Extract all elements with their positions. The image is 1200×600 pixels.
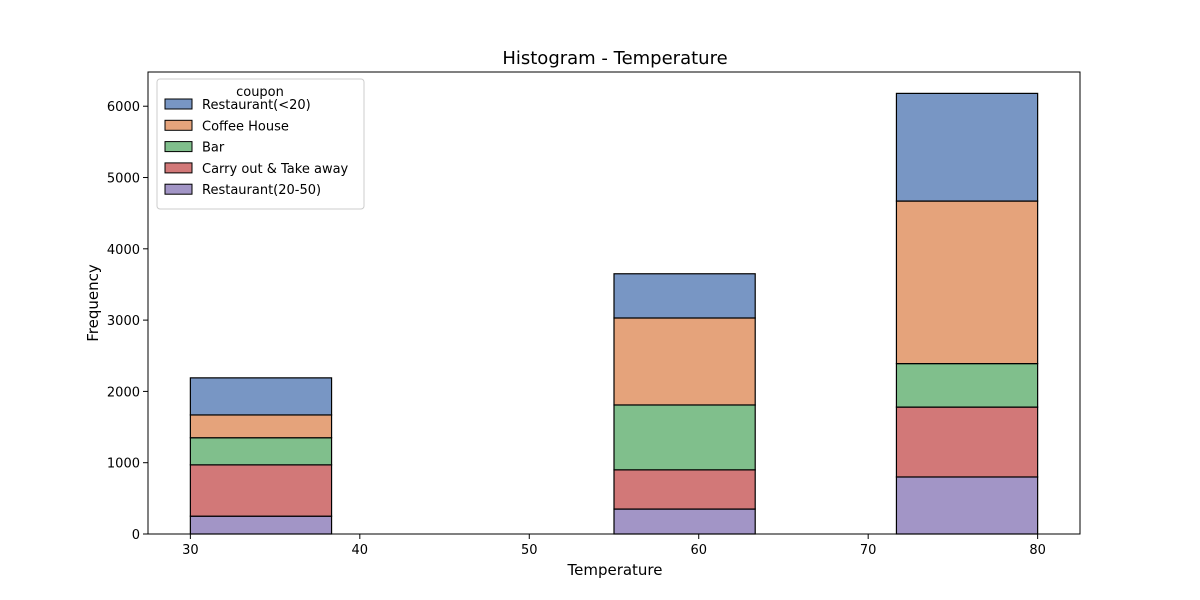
y-tick-label: 6000 [107,100,140,115]
legend: coupon Restaurant(<20) Coffee House Bar Car… [156,78,365,210]
x-tick-label: 30 [182,543,199,558]
legend-box [156,78,365,210]
legend-label-coffee-house: Coffee House [202,119,289,134]
x-tick-label: 80 [1029,543,1046,558]
bar-carry-out-take-away-bin-4 [613,469,756,510]
y-tick-label: 0 [132,528,140,543]
bars-layer [189,92,1039,535]
x-axis-ticks: 30 40 50 60 70 80 [182,534,1046,558]
legend-swatch-coffee-house [164,119,193,131]
legend-swatch-restaurant-20 [164,98,193,110]
y-tick-label: 5000 [107,172,140,187]
x-tick-label: 40 [352,543,369,558]
x-tick-label: 60 [690,543,707,558]
x-axis-label: Temperature [566,561,662,579]
bar-bar-bin-4 [613,404,756,471]
legend-swatch-bar [164,141,193,153]
plot-frame [147,71,1081,535]
y-tick-label: 1000 [107,457,140,472]
bar-coffee-house-bin-6 [895,200,1039,365]
legend-label-bar: Bar [202,141,225,156]
x-tick-label: 70 [860,543,877,558]
bar-restaurant-20-bin-6 [895,92,1039,202]
bar-restaurant-20-bin-4 [613,273,756,319]
bar-coffee-house-bin-1 [189,414,333,439]
legend-label-carry-out-take-away: Carry out & Take away [202,162,349,177]
y-tick-label: 2000 [107,385,140,400]
bar-carry-out-take-away-bin-1 [189,464,333,517]
legend-title: coupon [236,85,284,100]
bar-restaurant-20-50-bin-1 [189,515,333,535]
bar-bar-bin-6 [895,363,1039,408]
legend-label-restaurant-20: Restaurant(<20) [202,98,311,113]
legend-items: Restaurant(<20) Coffee House Bar Carry out … [164,98,349,198]
bar-restaurant-20-bin-1 [189,377,333,416]
y-axis-label: Frequency [84,264,102,342]
y-tick-label: 3000 [107,314,140,329]
bar-restaurant-20-50-bin-4 [613,508,756,535]
x-tick-label: 50 [521,543,538,558]
bar-carry-out-take-away-bin-6 [895,406,1039,478]
bar-restaurant-20-50-bin-6 [895,476,1039,535]
y-tick-label: 4000 [107,243,140,258]
chart-title: Histogram - Temperature [502,48,727,69]
bar-coffee-house-bin-4 [613,317,756,406]
bar-bar-bin-1 [189,437,333,466]
legend-swatch-restaurant-20-50 [164,183,193,195]
legend-swatch-carry-out-take-away [164,162,193,174]
legend-label-restaurant-20-50: Restaurant(20-50) [202,183,321,198]
y-axis-ticks: 0 1000 2000 3000 4000 5000 6000 [107,100,148,543]
